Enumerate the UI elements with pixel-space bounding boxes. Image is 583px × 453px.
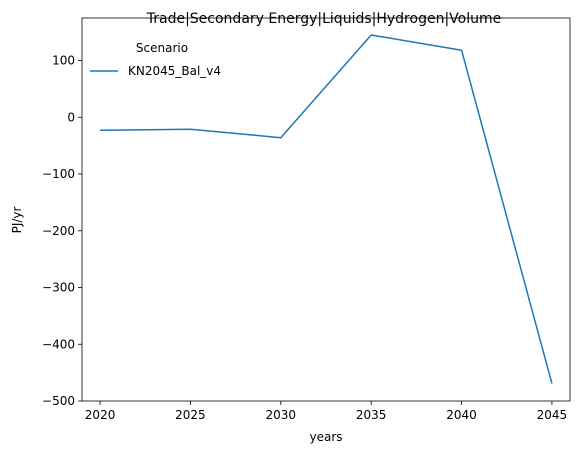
x-axis: 2020 2025 2030 2035 2040 2045 <box>85 401 567 422</box>
x-tick-label: 2025 <box>175 408 206 422</box>
legend-entry-label: KN2045_Bal_v4 <box>128 64 221 78</box>
y-tick-label: −300 <box>42 281 75 295</box>
x-axis-label: years <box>309 430 342 444</box>
x-tick-label: 2040 <box>446 408 477 422</box>
y-tick-label: 100 <box>52 54 75 68</box>
plot-frame <box>81 17 571 402</box>
y-axis: 100 0 −100 −200 −300 −400 −500 <box>42 54 82 408</box>
legend-title: Scenario <box>136 41 188 55</box>
x-tick-label: 2020 <box>85 408 116 422</box>
x-tick-label: 2045 <box>537 408 568 422</box>
y-tick-label: −400 <box>42 337 75 351</box>
x-tick-label: 2035 <box>356 408 387 422</box>
series-group <box>100 34 553 384</box>
series-line-0 <box>100 34 553 384</box>
chart-title: Trade|Secondary Energy|Liquids|Hydrogen|… <box>146 11 501 27</box>
y-tick-label: −100 <box>42 167 75 181</box>
y-tick-label: −200 <box>42 224 75 238</box>
y-tick-label: 0 <box>67 110 75 124</box>
y-axis-label: PJ/yr <box>10 207 24 234</box>
y-tick-label: −500 <box>42 394 75 408</box>
plot-area: 2020 2025 2030 2035 2040 2045 100 0 −100 −200 −30… <box>42 17 571 422</box>
legend: Scenario KN2045_Bal_v4 <box>90 41 221 78</box>
x-tick-label: 2030 <box>266 408 297 422</box>
